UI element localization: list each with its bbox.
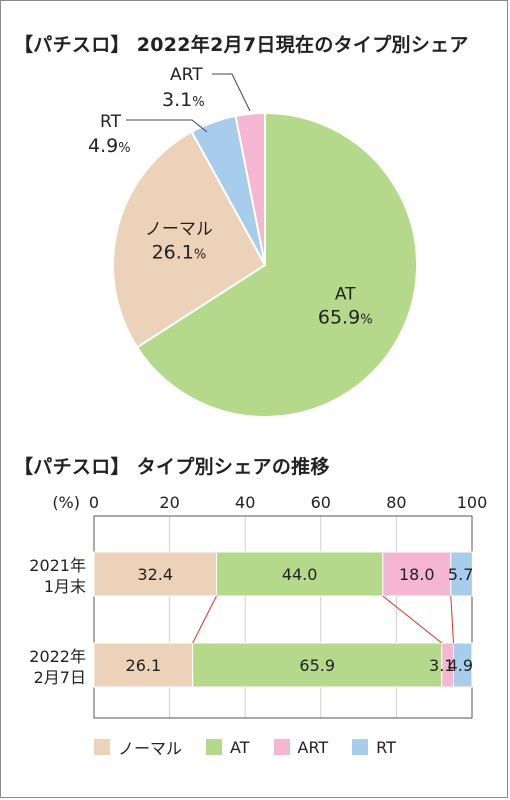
category-label: 2022年 [29, 647, 86, 666]
pie-slice-ノーマル [112, 130, 267, 349]
bar-segment-ART [382, 551, 452, 597]
bar-value-label: 65.9 [299, 656, 335, 675]
bar-segment-RT [450, 551, 473, 597]
x-tick-label: 40 [235, 493, 255, 512]
x-tick-label: 100 [457, 493, 488, 512]
pie-label-unit: % [360, 312, 372, 327]
category-label: 2021年 [29, 556, 86, 575]
stacked-bar-chart: (%) 0 20 40 60 80 100 2021年 1月末 32.4 44.0 18.0 5.7 20… [29, 493, 488, 719]
bar-value-label: 4.9 [448, 656, 473, 675]
pie-label-unit: % [194, 248, 206, 263]
bar-value-label: 32.4 [137, 565, 173, 584]
pie-label-unit: % [192, 95, 204, 110]
legend-label: RT [376, 737, 396, 757]
pie-leader-line [126, 119, 208, 133]
pie-label-name: RT [100, 112, 122, 132]
x-tick-label: 60 [311, 493, 331, 512]
pie-label-value: 3.1% [162, 89, 205, 111]
legend-swatch [273, 739, 290, 755]
legend-swatch [94, 739, 110, 755]
pie-label-unit: % [118, 141, 130, 156]
legend-item-normal: ノーマル [94, 735, 182, 759]
x-tick-label: 20 [159, 493, 179, 512]
category-label: 2月7日 [34, 668, 86, 687]
pie-label-name: ART [170, 65, 203, 85]
pie-slice-AT [135, 111, 418, 418]
x-tick-label: 0 [89, 493, 99, 512]
connector-line [382, 595, 443, 644]
bar-chart-legend: ノーマル AT ART RT [94, 735, 420, 759]
legend-label: ノーマル [118, 739, 183, 758]
legend-swatch [352, 739, 369, 755]
connector-line [450, 595, 454, 644]
legend-label: AT [230, 737, 250, 757]
legend-swatch [206, 739, 223, 755]
bar-segment-RT [452, 642, 473, 688]
legend-label: ART [297, 737, 329, 757]
bar-segment-ノーマル [93, 642, 194, 688]
x-tick-label: 80 [386, 493, 406, 512]
legend-item-at: AT [206, 737, 250, 757]
bar-value-label: 26.1 [126, 656, 162, 675]
legend-item-rt: RT [352, 738, 396, 757]
pie-chart-title: 【パチスロ】 2022年2月7日現在のタイプ別シェア [14, 34, 469, 56]
pie-label-value: 26.1% [152, 242, 207, 264]
plot-area [93, 515, 473, 719]
axis-unit-label: (%) [52, 493, 80, 512]
pie-label-name: ノーマル [145, 220, 213, 240]
pie-label-name: AT [335, 284, 356, 304]
pie-label-value: 4.9% [88, 135, 131, 157]
bar-value-label: 18.0 [399, 565, 435, 584]
bar-segment-AT [215, 551, 384, 597]
bar-value-label: 5.7 [448, 565, 473, 584]
pie-leader-line [212, 73, 251, 112]
bar-segment-ノーマル [93, 551, 217, 597]
bar-value-label: 44.0 [282, 565, 318, 584]
pie-slice-ART [234, 111, 266, 266]
category-label: 1月末 [44, 577, 86, 596]
bar-chart-title: 【パチスロ】 タイプ別シェアの推移 [14, 456, 330, 478]
pie-label-value: 65.9% [318, 306, 373, 328]
legend-item-art: ART [273, 737, 329, 757]
bar-segment-AT [192, 642, 443, 688]
connector-line [192, 595, 217, 644]
bar-value-label: 3.1 [429, 656, 454, 675]
